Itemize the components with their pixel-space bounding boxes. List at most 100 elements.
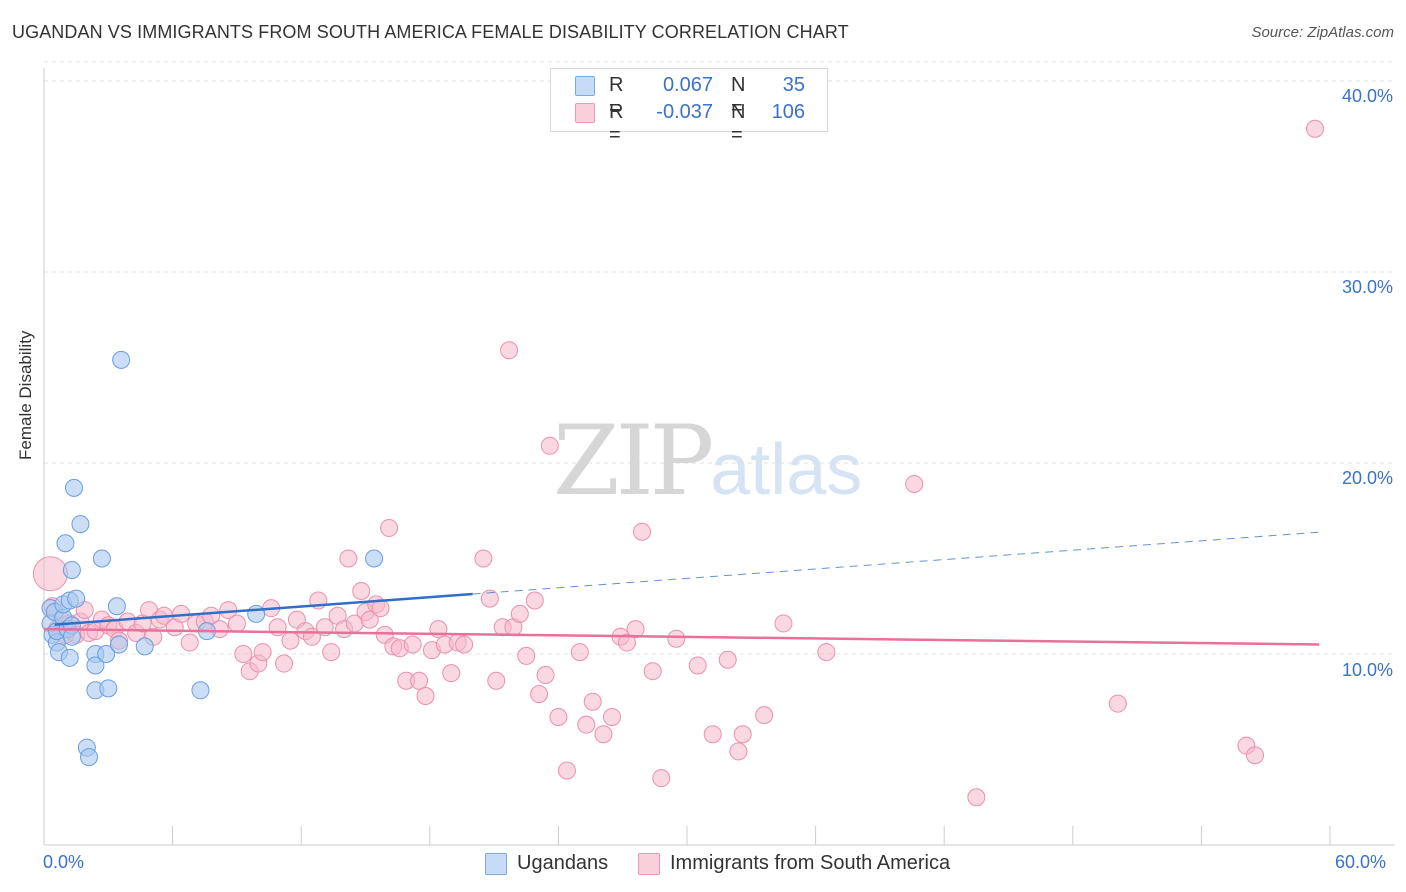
source-label: Source: ZipAtlas.com [1251, 24, 1394, 41]
immigrants-point [967, 788, 986, 807]
immigrants-point [1108, 694, 1127, 713]
ugandans-points [41, 350, 384, 767]
y-tick-label: 20.0% [1341, 468, 1393, 488]
immigrants-point [667, 629, 686, 648]
immigrants-point [626, 620, 645, 639]
ugandans-point [62, 627, 81, 646]
immigrants-point [525, 591, 544, 610]
immigrants-point [733, 725, 752, 744]
x-tick-label: 60.0% [1335, 852, 1387, 872]
series-legend: Ugandans Immigrants from South America [0, 851, 1406, 877]
immigrants-point [594, 725, 613, 744]
y-axis-label: Female Disability [16, 330, 35, 460]
immigrants-point [1305, 119, 1324, 138]
watermark-zip: ZIP [553, 405, 714, 517]
immigrants-point [253, 643, 272, 662]
ugandans-point [247, 604, 266, 623]
immigrants-point [227, 614, 246, 633]
immigrants-point [652, 769, 671, 788]
immigrants-point [352, 581, 371, 600]
ugandans-point [365, 549, 384, 568]
y-tick-label: 40.0% [1341, 86, 1393, 106]
n-label: N = [731, 101, 746, 146]
immigrants-point [360, 610, 379, 629]
y-tick-label: 10.0% [1341, 660, 1393, 680]
watermark-atlas: atlas [710, 430, 863, 510]
immigrants-point [32, 556, 68, 592]
immigrants-point [549, 708, 568, 727]
trend-lines [43, 531, 1320, 646]
chart-title: UGANDAN VS IMMIGRANTS FROM SOUTH AMERICA… [12, 22, 849, 42]
ugandans-point [135, 637, 154, 656]
immigrants-point [643, 662, 662, 681]
ugandans-point [80, 748, 99, 767]
ugandans-trend-projection [472, 531, 1320, 595]
immigrants-point [729, 742, 748, 761]
immigrants-point [817, 643, 836, 662]
immigrants-point [530, 685, 549, 704]
legend-label: Ugandans [517, 852, 609, 874]
ugandans-point [56, 534, 75, 553]
watermark: ZIPatlas [553, 405, 862, 517]
immigrants-point [774, 614, 793, 633]
ugandans-point [92, 549, 111, 568]
r-value: -0.037 [656, 101, 713, 123]
ugandans-point [86, 656, 105, 675]
ugandans-point [65, 478, 84, 497]
immigrants-point [617, 633, 636, 652]
legend-swatch-blue [575, 76, 595, 96]
r-label: R = [609, 74, 624, 119]
legend-label: Immigrants from South America [670, 852, 951, 874]
immigrants-point [234, 645, 253, 663]
legend-swatch-pink [575, 103, 595, 123]
immigrants-point [416, 687, 435, 706]
legend-swatch-blue [485, 853, 507, 875]
immigrants-point [410, 671, 429, 690]
immigrants-point [275, 654, 294, 673]
n-value: 106 [771, 101, 805, 123]
legend-swatch-pink [638, 853, 660, 875]
ugandans-point [110, 635, 129, 654]
immigrants-point [480, 589, 499, 608]
immigrants-point [688, 656, 707, 675]
immigrants-point [442, 664, 461, 683]
stats-legend: R = 0.067 N = 35 R = -0.037 N = 106 [550, 68, 828, 146]
axes [43, 68, 1395, 846]
ugandans-point [97, 645, 116, 663]
r-label: R = [609, 101, 624, 146]
ugandans-point [60, 648, 79, 667]
ugandans-point [99, 679, 118, 698]
immigrants-point [755, 706, 774, 725]
immigrants-point [474, 549, 493, 568]
immigrants-point [577, 715, 596, 734]
immigrants-point [322, 643, 341, 662]
immigrants-point [632, 522, 651, 541]
y-tick-label: 30.0% [1341, 277, 1393, 297]
ugandans-point [112, 350, 131, 369]
immigrants-point [570, 643, 589, 662]
immigrants-point [536, 666, 555, 685]
immigrants-point [403, 635, 422, 654]
immigrants-trend-line [43, 627, 1320, 646]
immigrants-point [602, 708, 621, 727]
immigrants-point [905, 475, 924, 494]
ugandans-trend-line [54, 592, 473, 626]
immigrants-point [281, 631, 300, 650]
ugandans-point [62, 560, 81, 579]
immigrants-point [500, 341, 519, 360]
x-tick-label: 0.0% [43, 852, 85, 872]
r-value: 0.067 [662, 74, 713, 96]
immigrants-point [339, 549, 358, 568]
immigrants-point [180, 633, 199, 652]
immigrants-point [718, 650, 737, 669]
ugandans-point [67, 589, 86, 608]
immigrants-point [510, 604, 529, 623]
immigrants-point [380, 518, 399, 537]
n-label: N = [731, 74, 746, 119]
immigrants-point [517, 646, 536, 665]
ugandans-point [71, 515, 90, 534]
immigrants-point [1245, 746, 1264, 765]
n-value: 35 [782, 74, 805, 96]
immigrants-point [487, 671, 506, 690]
